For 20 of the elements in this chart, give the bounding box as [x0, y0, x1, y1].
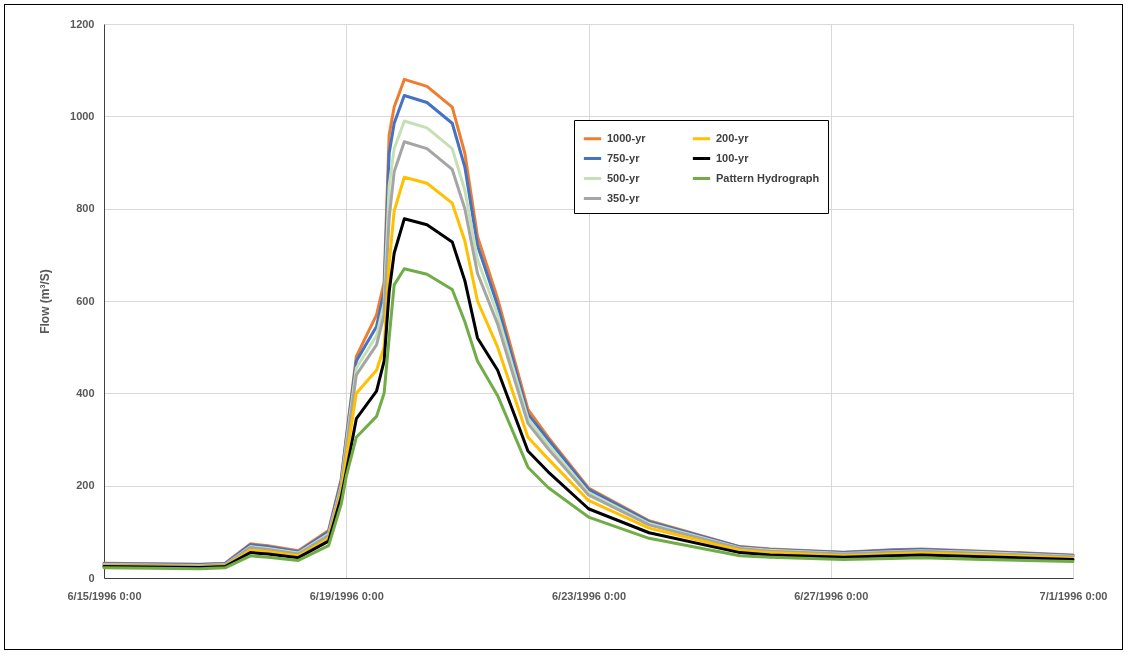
y-tick-label: 800	[76, 202, 95, 215]
y-tick-label: 1000	[70, 109, 95, 122]
legend-label: 500-yr	[607, 171, 641, 184]
y-axis-title: Flow (m³/S)	[38, 269, 53, 334]
x-tick-label: 7/1/1996 0:00	[1039, 589, 1108, 602]
legend-label: 100-yr	[716, 151, 750, 164]
y-tick-label: 1200	[70, 17, 95, 30]
legend-label: 750-yr	[607, 151, 641, 164]
x-tick-label: 6/19/1996 0:00	[309, 589, 384, 602]
legend-label: 350-yr	[607, 191, 641, 204]
legend-label: Pattern Hydrograph	[716, 171, 820, 184]
x-tick-label: 6/15/1996 0:00	[67, 589, 142, 602]
y-tick-label: 600	[76, 294, 95, 307]
y-tick-label: 0	[88, 571, 95, 584]
legend-label: 200-yr	[716, 131, 750, 144]
x-tick-label: 6/23/1996 0:00	[551, 589, 627, 602]
y-tick-label: 200	[76, 479, 95, 492]
y-tick-label: 400	[76, 386, 95, 399]
x-tick-label: 6/27/1996 0:00	[794, 589, 869, 602]
legend-label: 1000-yr	[607, 131, 647, 144]
